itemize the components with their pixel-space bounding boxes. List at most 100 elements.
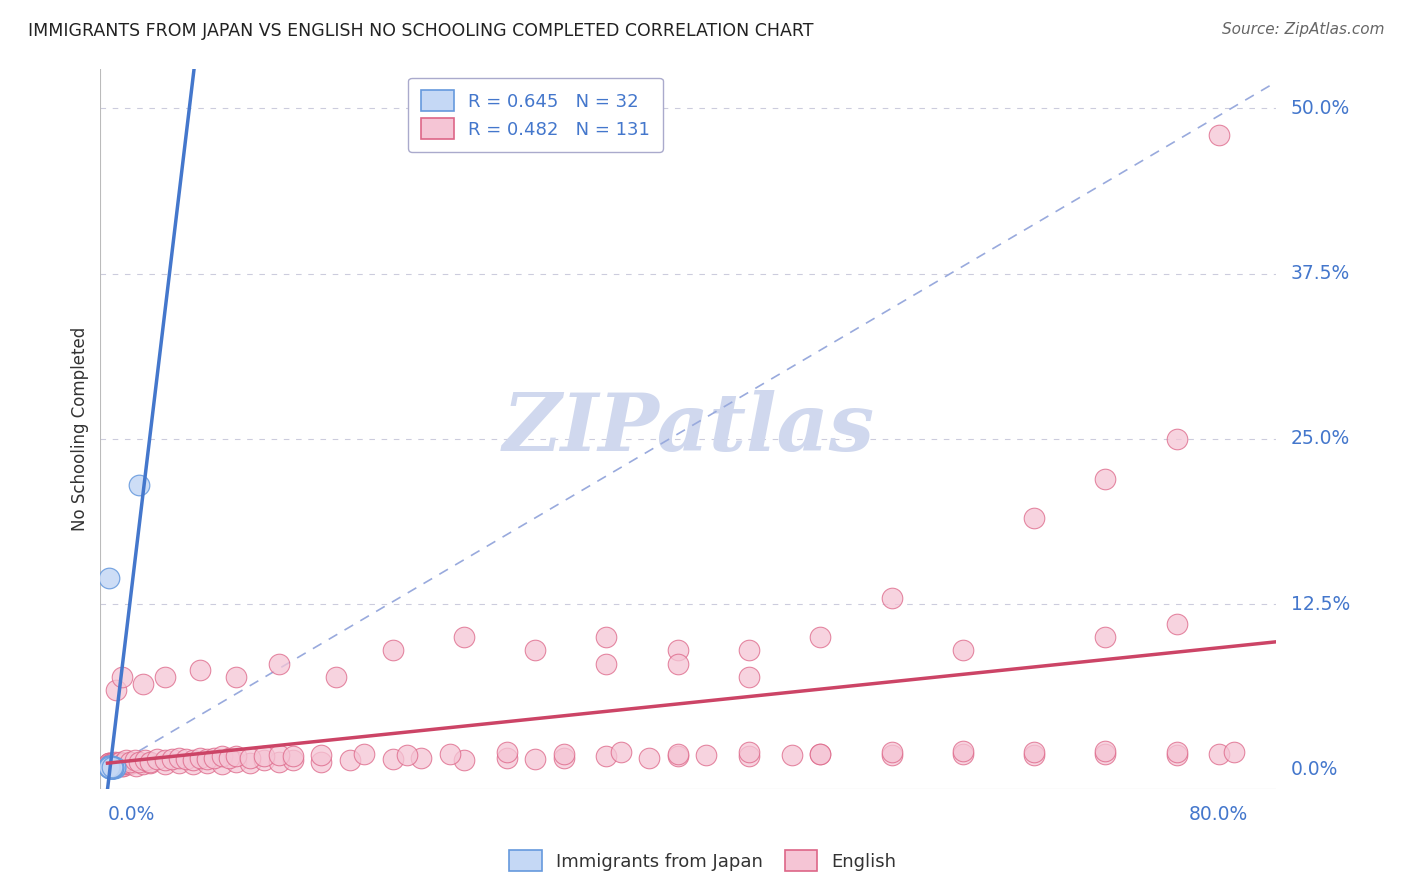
Point	[311, 747, 333, 762]
Point	[267, 747, 290, 762]
Point	[97, 756, 120, 770]
Point	[97, 758, 120, 772]
Point	[105, 758, 128, 772]
Point	[97, 761, 120, 775]
Point	[167, 756, 190, 770]
Point	[97, 758, 120, 772]
Point	[110, 757, 132, 772]
Point	[1166, 617, 1188, 632]
Point	[325, 670, 347, 684]
Point	[98, 758, 121, 772]
Point	[100, 758, 122, 772]
Point	[98, 757, 121, 772]
Point	[107, 757, 129, 772]
Point	[738, 670, 761, 684]
Point	[101, 761, 124, 775]
Point	[100, 761, 122, 775]
Point	[107, 756, 129, 770]
Point	[98, 760, 121, 774]
Point	[111, 670, 134, 684]
Text: IMMIGRANTS FROM JAPAN VS ENGLISH NO SCHOOLING COMPLETED CORRELATION CHART: IMMIGRANTS FROM JAPAN VS ENGLISH NO SCHO…	[28, 22, 814, 40]
Point	[1024, 747, 1046, 762]
Point	[188, 750, 211, 764]
Point	[1024, 511, 1046, 525]
Point	[195, 752, 218, 766]
Point	[101, 760, 124, 774]
Legend: Immigrants from Japan, English: Immigrants from Japan, English	[502, 843, 904, 879]
Point	[128, 755, 150, 769]
Point	[253, 749, 276, 764]
Point	[1166, 747, 1188, 762]
Point	[267, 657, 290, 671]
Point	[153, 753, 176, 767]
Point	[104, 760, 127, 774]
Point	[97, 756, 120, 770]
Point	[104, 757, 127, 772]
Point	[101, 756, 124, 770]
Point	[666, 643, 689, 657]
Point	[181, 757, 204, 772]
Text: 0.0%: 0.0%	[107, 805, 155, 824]
Point	[100, 760, 122, 774]
Text: 80.0%: 80.0%	[1188, 805, 1249, 824]
Point	[239, 756, 262, 770]
Point	[453, 753, 475, 767]
Point	[97, 760, 120, 774]
Point	[666, 747, 689, 761]
Point	[121, 756, 143, 770]
Point	[98, 757, 121, 772]
Point	[311, 755, 333, 769]
Point	[105, 758, 128, 772]
Point	[104, 761, 127, 775]
Point	[188, 663, 211, 677]
Point	[100, 760, 122, 774]
Point	[595, 657, 617, 671]
Point	[105, 683, 128, 698]
Point	[104, 755, 127, 769]
Point	[174, 752, 197, 766]
Point	[97, 571, 120, 585]
Point	[780, 747, 803, 762]
Point	[808, 747, 831, 761]
Point	[132, 757, 155, 772]
Point	[97, 756, 120, 770]
Point	[101, 761, 124, 775]
Point	[281, 749, 304, 764]
Point	[666, 749, 689, 764]
Point	[107, 758, 129, 772]
Point	[134, 753, 156, 767]
Point	[97, 757, 120, 772]
Point	[738, 745, 761, 759]
Point	[98, 758, 121, 772]
Point	[195, 756, 218, 770]
Point	[880, 591, 903, 605]
Point	[98, 758, 121, 772]
Point	[98, 757, 121, 772]
Y-axis label: No Schooling Completed: No Schooling Completed	[72, 326, 89, 531]
Point	[112, 758, 135, 772]
Point	[239, 750, 262, 764]
Point	[1094, 744, 1116, 758]
Point	[104, 760, 127, 774]
Text: 25.0%: 25.0%	[1291, 429, 1350, 449]
Point	[100, 757, 122, 772]
Point	[225, 670, 247, 684]
Point	[98, 761, 121, 775]
Point	[98, 760, 121, 774]
Text: ZIPatlas: ZIPatlas	[502, 390, 875, 467]
Point	[100, 758, 122, 772]
Point	[880, 745, 903, 759]
Point	[339, 753, 361, 767]
Point	[98, 760, 121, 774]
Point	[1094, 471, 1116, 485]
Point	[98, 760, 121, 774]
Point	[128, 478, 150, 492]
Point	[104, 758, 127, 772]
Point	[638, 750, 661, 764]
Point	[1166, 745, 1188, 759]
Point	[105, 757, 128, 772]
Text: 0.0%: 0.0%	[1291, 760, 1339, 779]
Point	[98, 761, 121, 775]
Point	[524, 643, 547, 657]
Point	[952, 744, 974, 758]
